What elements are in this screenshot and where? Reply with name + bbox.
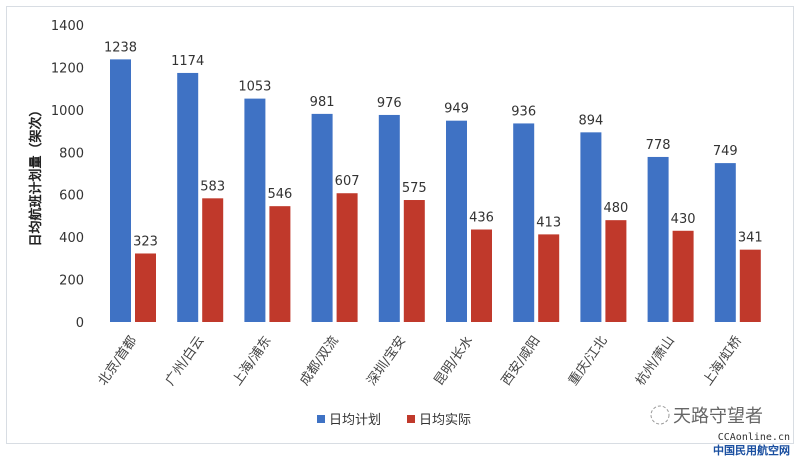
bar-actual — [538, 234, 560, 322]
data-label: 1174 — [171, 54, 204, 69]
bar-actual — [672, 230, 694, 322]
x-category-label: 北京/首都 — [96, 334, 141, 389]
bar-actual — [336, 193, 358, 322]
bar-actual — [269, 206, 291, 322]
legend-label-plan: 日均计划 — [329, 413, 381, 428]
bar-actual — [471, 229, 492, 322]
legend: 日均计划 日均实际 — [317, 413, 471, 428]
legend-swatch-actual — [407, 415, 415, 423]
y-tick-label: 0 — [76, 316, 84, 331]
x-category-label: 成都/双流 — [297, 334, 342, 389]
data-label: 749 — [713, 144, 738, 159]
data-label: 976 — [377, 96, 402, 111]
y-tick-label: 1200 — [51, 61, 84, 76]
bar-plan — [714, 163, 736, 322]
x-category-label: 深圳/宝安 — [364, 334, 409, 389]
bar-plan — [446, 120, 467, 323]
data-label: 778 — [646, 138, 671, 153]
watermark-site: CCAonline.cn — [718, 432, 790, 443]
bar-actual — [739, 249, 761, 322]
data-label: 480 — [603, 201, 628, 216]
y-tick-label: 200 — [59, 274, 84, 289]
bar-plan — [647, 156, 669, 322]
legend-swatch-plan — [317, 415, 325, 423]
legend-label-actual: 日均实际 — [419, 413, 471, 428]
bar-plan — [513, 123, 535, 322]
bar-actual — [403, 200, 425, 322]
y-axis-title: 日均航班计划量（架次） — [28, 103, 44, 246]
bar-actual — [202, 198, 224, 322]
x-category-label: 杭州/萧山 — [633, 334, 678, 389]
data-label: 607 — [335, 174, 360, 189]
x-category-label: 重庆/江北 — [565, 333, 610, 388]
data-label: 323 — [133, 234, 158, 249]
y-tick-label: 600 — [59, 189, 84, 204]
watermark: 天路守望者 CCAonline.cn 中国民用航空网 — [650, 405, 790, 456]
bar-plan — [580, 132, 602, 322]
wechat-icon — [650, 405, 670, 425]
bar-plan — [244, 98, 266, 322]
data-label: 894 — [578, 113, 603, 128]
watermark-site-name: 中国民用航空网 — [713, 443, 790, 456]
data-label: 430 — [671, 212, 696, 227]
bar-plan — [177, 72, 199, 323]
data-label: 546 — [267, 187, 292, 202]
x-category-label: 上海/浦东 — [230, 334, 275, 389]
bar-actual — [135, 253, 156, 322]
bar-plan — [311, 113, 333, 323]
data-label: 936 — [511, 104, 536, 119]
x-category-label: 广州/白云 — [162, 333, 207, 388]
data-label: 575 — [402, 181, 427, 196]
x-category-label: 西安/咸阳 — [499, 334, 544, 389]
watermark-account: 天路守望者 — [673, 406, 763, 427]
data-label: 1053 — [238, 80, 271, 95]
data-label: 436 — [469, 211, 494, 226]
y-tick-label: 800 — [59, 146, 84, 161]
x-category-label: 上海/虹桥 — [700, 334, 745, 389]
x-category-label: 昆明/长水 — [432, 334, 477, 389]
data-label: 981 — [310, 95, 335, 110]
data-label: 1238 — [104, 40, 137, 55]
data-label: 413 — [536, 215, 561, 230]
data-label: 341 — [738, 231, 763, 246]
bar-actual — [605, 220, 627, 322]
bar-plan — [378, 114, 400, 322]
data-label: 949 — [444, 102, 469, 117]
bar-plan — [110, 59, 131, 323]
y-tick-label: 400 — [59, 231, 84, 246]
data-label: 583 — [200, 179, 225, 194]
y-tick-label: 1400 — [51, 19, 84, 34]
y-tick-label: 1000 — [51, 104, 84, 119]
